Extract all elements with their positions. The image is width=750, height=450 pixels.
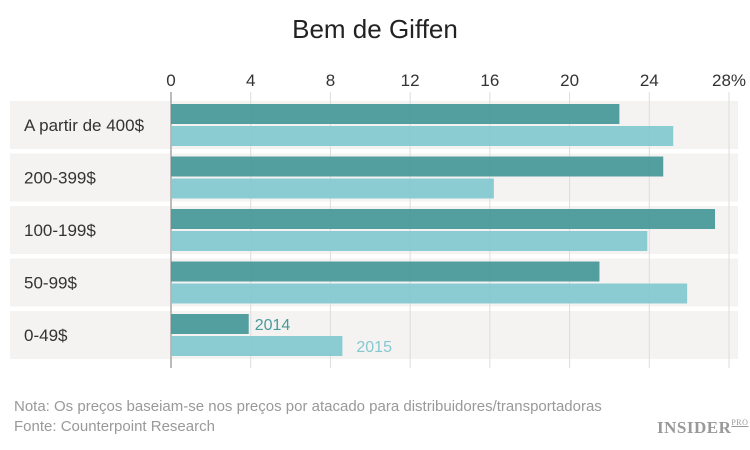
- bar-2014: [171, 104, 620, 124]
- x-tick-label: 0: [166, 71, 175, 90]
- source: Fonte: Counterpoint Research: [14, 418, 215, 435]
- category-label: 200-399$: [24, 169, 96, 188]
- bar-2014: [171, 156, 664, 177]
- category-label: 100-199$: [24, 221, 96, 240]
- footnote: Nota: Os preços baseiam-se nos preços po…: [14, 398, 602, 415]
- x-tick-label: 24: [640, 71, 659, 90]
- category-label: 50-99$: [24, 274, 77, 293]
- category-label: 0-49$: [24, 326, 68, 345]
- x-tick-label: 16: [480, 71, 499, 90]
- bar-2014: [171, 314, 249, 334]
- x-tick-label: 4: [246, 71, 255, 90]
- bar-2014: [171, 261, 600, 282]
- category-label: A partir de 400$: [24, 116, 145, 135]
- legend-label-2015: 2015: [356, 339, 392, 356]
- bar-2015: [171, 336, 343, 356]
- bar-2015: [171, 231, 648, 251]
- x-tick-label: 28%: [712, 71, 746, 90]
- chart-title: Bem de Giffen: [292, 14, 458, 44]
- legend-label-2014: 2014: [255, 317, 291, 334]
- bar-2015: [171, 178, 494, 199]
- bar-2015: [171, 126, 674, 146]
- row-background: [10, 311, 738, 359]
- x-tick-label: 12: [401, 71, 420, 90]
- bar-2015: [171, 283, 688, 304]
- insider-pro-logo: INSIDERPRO: [657, 418, 749, 437]
- x-tick-label: 20: [560, 71, 579, 90]
- x-tick-label: 8: [326, 71, 335, 90]
- bar-2014: [171, 209, 716, 229]
